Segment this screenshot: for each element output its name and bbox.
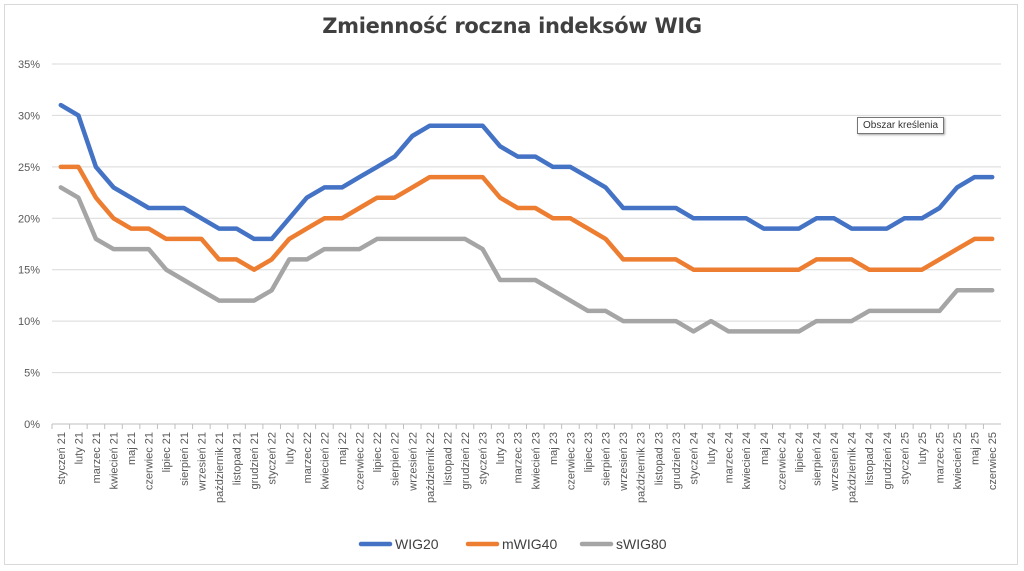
x-tick-label: listopad 21 — [232, 432, 244, 485]
x-tick-label: sierpień 22 — [390, 432, 402, 486]
x-tick-label: czerwiec 22 — [355, 432, 367, 490]
x-tick-label: styczeń 25 — [899, 432, 911, 485]
x-tick-label: marzec 22 — [302, 432, 314, 483]
chart-title: Zmienność roczna indeksów WIG — [322, 14, 702, 38]
x-tick-label: czerwiec 23 — [565, 432, 577, 490]
x-tick-label: marzec 21 — [91, 432, 103, 483]
y-tick-label: 20% — [18, 213, 40, 225]
y-tick-label: 35% — [18, 59, 40, 71]
x-tick-label: styczeń 22 — [267, 432, 279, 485]
chart-area — [4, 4, 1018, 565]
x-tick-label: maj 23 — [548, 432, 560, 465]
x-tick-label: maj 25 — [970, 432, 982, 465]
x-tick-label: kwiecień 24 — [741, 432, 753, 489]
x-tick-label: marzec 23 — [513, 432, 525, 483]
x-tick-label: styczeń 21 — [56, 432, 68, 485]
x-tick-label: listopad 24 — [864, 432, 876, 485]
x-tick-label: kwiecień 22 — [319, 432, 331, 489]
y-tick-label: 10% — [18, 316, 40, 328]
x-tick-label: kwiecień 21 — [109, 432, 121, 489]
series-line-swig80 — [58, 185, 995, 334]
x-tick-label: wrzesień 24 — [829, 432, 841, 492]
y-tick-label: 15% — [18, 265, 40, 277]
x-tick-label: październik 24 — [847, 432, 859, 503]
x-tick-label: czerwiec 25 — [987, 432, 999, 490]
x-tick-label: grudzień 22 — [460, 432, 472, 490]
x-tick-label: maj 24 — [759, 432, 771, 465]
x-tick-label: sierpień 23 — [601, 432, 613, 486]
x-tick-label: lipiec 21 — [161, 432, 173, 472]
x-tick-label: luty 24 — [706, 432, 718, 464]
x-axis: styczeń 21 luty 21 marzec 21 kwiecień 21 maj… — [51, 424, 999, 503]
y-tick-label: 25% — [18, 162, 40, 174]
y-axis: 0% 5% 10% 15% 20% 25% 30% 35% — [18, 59, 40, 431]
x-tick-label: grudzień 21 — [249, 432, 261, 490]
x-tick-label: czerwiec 21 — [144, 432, 156, 490]
x-tick-label: październik 23 — [636, 432, 648, 503]
x-tick-label: marzec 24 — [724, 432, 736, 483]
x-tick-label: luty 22 — [284, 432, 296, 464]
x-tick-label: grudzień 24 — [882, 432, 894, 490]
x-tick-label: luty 25 — [917, 432, 929, 464]
legend-label: mWIG40 — [502, 536, 557, 552]
y-tick-label: 5% — [24, 368, 40, 380]
plot-area-tooltip: Obszar kreślenia — [857, 117, 945, 134]
y-tick-label: 30% — [18, 110, 40, 122]
x-tick-label: wrzesień 23 — [618, 432, 630, 492]
legend: WIG20 mWIG40 sWIG80 — [358, 536, 667, 552]
x-tick-label: lipiec 22 — [372, 432, 384, 472]
x-tick-label: styczeń 23 — [478, 432, 490, 485]
x-tick-label: sierpień 24 — [811, 432, 823, 486]
x-tick-label: luty 21 — [73, 432, 85, 464]
x-tick-label: styczeń 24 — [688, 432, 700, 485]
x-tick-label: sierpień 21 — [179, 432, 191, 486]
series-line-mwig40 — [58, 164, 995, 272]
x-tick-label: kwiecień 25 — [952, 432, 964, 489]
series-line-wig20 — [58, 102, 995, 242]
x-tick-label: październik 22 — [425, 432, 437, 503]
x-tick-label: listopad 22 — [442, 432, 454, 485]
x-tick-label: lipiec 24 — [794, 432, 806, 472]
legend-label: WIG20 — [395, 536, 439, 552]
x-tick-label: wrzesień 21 — [196, 432, 208, 492]
x-tick-label: kwiecień 23 — [530, 432, 542, 489]
x-tick-label: lipiec 23 — [583, 432, 595, 472]
x-tick-label: czerwiec 24 — [776, 432, 788, 490]
x-tick-label: wrzesień 22 — [407, 432, 419, 492]
y-tick-label: 0% — [24, 419, 40, 431]
x-tick-label: grudzień 23 — [671, 432, 683, 490]
x-tick-label: październik 21 — [214, 432, 226, 503]
series-lines — [58, 102, 995, 334]
x-tick-label: luty 23 — [495, 432, 507, 464]
legend-label: sWIG80 — [616, 536, 667, 552]
x-tick-label: listopad 23 — [653, 432, 665, 485]
x-tick-label: maj 22 — [337, 432, 349, 465]
x-tick-label: maj 21 — [126, 432, 138, 465]
x-tick-label: marzec 25 — [934, 432, 946, 483]
